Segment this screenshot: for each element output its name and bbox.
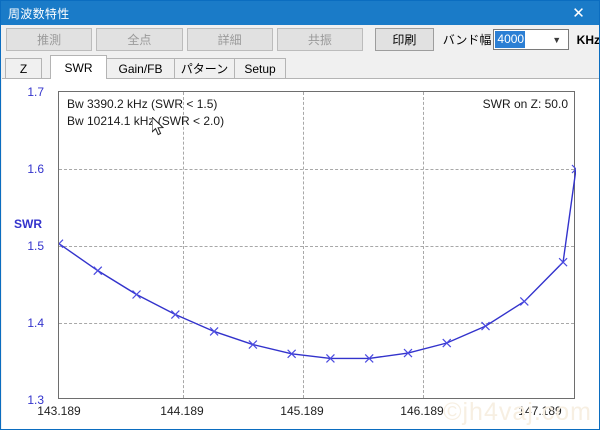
print-button[interactable]: 印刷 <box>375 28 434 51</box>
bandwidth-label: バンド幅 <box>442 33 492 47</box>
x-tick-144.189: 144.189 <box>160 404 204 418</box>
close-icon: ✕ <box>572 3 585 22</box>
x-tick-143.189: 143.189 <box>37 404 81 418</box>
all-points-button[interactable]: 全点 <box>96 28 183 51</box>
y-tick-1.6: 1.6 <box>27 162 44 176</box>
estimate-button[interactable]: 推測 <box>6 28 93 51</box>
gridline-v-146.189 <box>423 92 424 398</box>
close-button[interactable]: ✕ <box>556 1 599 25</box>
toolbar: 推測 全点 詳細 共振 印刷 バンド幅 4000 ▼ KHz <box>2 25 600 54</box>
gridline-v-144.189 <box>183 92 184 398</box>
gridline-v-145.189 <box>303 92 304 398</box>
bandwidth-unit-label: KHz <box>576 32 600 47</box>
tab-panel-swr: 1.7 1.6 1.5 1.4 1.3 SWR Bw 3390.2 kHz (S… <box>2 78 599 429</box>
x-tick-147.189: 147.189 <box>518 404 562 418</box>
gridline-h-1.4 <box>59 323 574 324</box>
gridline-h-1.6 <box>59 169 574 170</box>
y-tick-1.4: 1.4 <box>27 316 44 330</box>
tab-gain-fb[interactable]: Gain/FB <box>106 58 175 78</box>
gridline-h-1.5 <box>59 246 574 247</box>
tab-pattern[interactable]: パターン <box>174 58 235 78</box>
bandwidth-value[interactable]: 4000 <box>495 31 526 48</box>
resonance-button[interactable]: 共振 <box>276 28 363 51</box>
y-tick-1.7: 1.7 <box>27 85 44 99</box>
tab-bar: Z SWR Gain/FB パターン Setup <box>2 55 599 79</box>
swr-chart: 1.7 1.6 1.5 1.4 1.3 SWR Bw 3390.2 kHz (S… <box>2 79 599 429</box>
bandwidth-combobox[interactable]: 4000 ▼ <box>493 29 569 50</box>
chevron-down-icon[interactable]: ▼ <box>552 34 562 45</box>
detail-button[interactable]: 詳細 <box>186 28 273 51</box>
y-axis-title: SWR <box>14 217 42 231</box>
plot-area: Bw 3390.2 kHz (SWR < 1.5) Bw 10214.1 kHz… <box>58 91 576 399</box>
window-titlebar: 周波数特性 ✕ <box>1 1 599 25</box>
tab-z[interactable]: Z <box>5 58 42 78</box>
tab-setup[interactable]: Setup <box>234 58 286 78</box>
bandwidth-annotation-1: Bw 3390.2 kHz (SWR < 1.5) <box>67 97 218 111</box>
x-tick-146.189: 146.189 <box>400 404 444 418</box>
y-tick-1.5: 1.5 <box>27 239 44 253</box>
x-tick-145.189: 145.189 <box>280 404 324 418</box>
tab-swr[interactable]: SWR <box>50 55 107 79</box>
y-tick-1.3: 1.3 <box>27 393 44 407</box>
window-title: 周波数特性 <box>8 6 70 21</box>
swr-curve <box>59 164 576 363</box>
bandwidth-annotation-2: Bw 10214.1 kHz (SWR < 2.0) <box>67 114 225 128</box>
swr-on-z-annotation: SWR on Z: 50.0 <box>482 97 568 111</box>
